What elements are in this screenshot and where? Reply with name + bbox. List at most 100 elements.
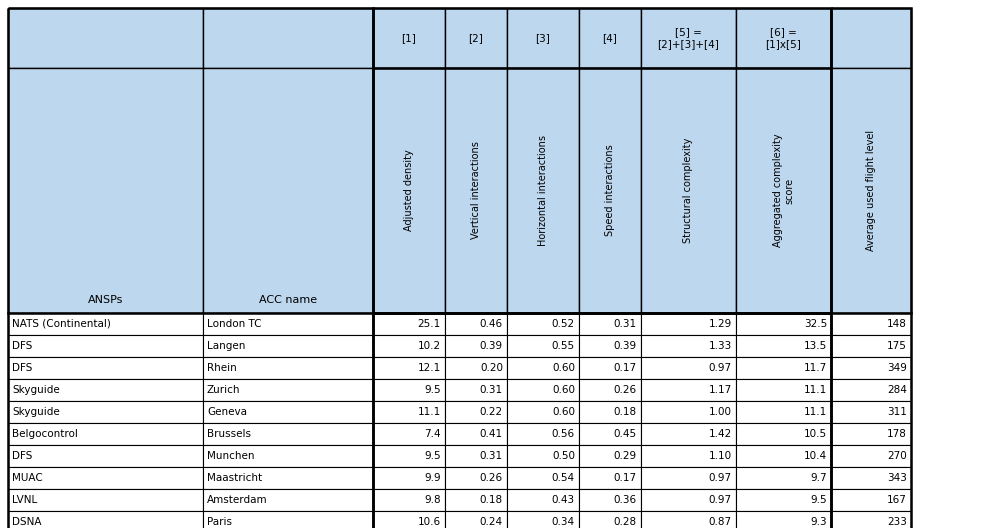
Text: Adjusted density: Adjusted density <box>404 149 414 231</box>
Bar <box>641 423 736 445</box>
Bar <box>203 313 373 335</box>
Text: 11.1: 11.1 <box>804 385 827 395</box>
Text: 1.17: 1.17 <box>709 385 732 395</box>
Bar <box>507 335 579 357</box>
Bar <box>8 313 203 335</box>
Text: 25.1: 25.1 <box>417 319 441 329</box>
Text: 0.29: 0.29 <box>614 451 637 461</box>
Text: 9.8: 9.8 <box>425 495 441 505</box>
Bar <box>831 357 911 379</box>
Bar <box>641 489 736 511</box>
Bar <box>445 423 507 445</box>
Text: 0.20: 0.20 <box>480 363 503 373</box>
Bar <box>507 467 579 489</box>
Text: 0.34: 0.34 <box>552 517 575 527</box>
Bar <box>8 68 203 313</box>
Text: 270: 270 <box>887 451 907 461</box>
Text: 0.60: 0.60 <box>552 363 575 373</box>
Bar <box>831 423 911 445</box>
Bar <box>641 511 736 528</box>
Bar <box>641 467 736 489</box>
Text: 0.39: 0.39 <box>614 341 637 351</box>
Bar <box>736 489 831 511</box>
Bar <box>736 401 831 423</box>
Bar <box>203 357 373 379</box>
Text: Amsterdam: Amsterdam <box>207 495 268 505</box>
Bar <box>641 8 736 68</box>
Bar <box>8 423 203 445</box>
Text: ACC name: ACC name <box>259 295 317 305</box>
Text: 0.28: 0.28 <box>614 517 637 527</box>
Bar <box>8 335 203 357</box>
Bar <box>507 68 579 313</box>
Text: 0.97: 0.97 <box>709 473 732 483</box>
Bar <box>203 335 373 357</box>
Text: 148: 148 <box>887 319 907 329</box>
Text: 10.2: 10.2 <box>417 341 441 351</box>
Bar <box>579 489 641 511</box>
Text: [2]: [2] <box>469 33 484 43</box>
Text: 175: 175 <box>887 341 907 351</box>
Bar <box>203 8 373 68</box>
Bar <box>203 445 373 467</box>
Bar <box>579 511 641 528</box>
Text: Vertical interactions: Vertical interactions <box>471 142 481 239</box>
Text: 7.4: 7.4 <box>425 429 441 439</box>
Bar <box>8 379 203 401</box>
Text: 0.97: 0.97 <box>709 495 732 505</box>
Text: 233: 233 <box>887 517 907 527</box>
Bar <box>507 511 579 528</box>
Text: 311: 311 <box>887 407 907 417</box>
Text: 0.26: 0.26 <box>480 473 503 483</box>
Text: [5] =
[2]+[3]+[4]: [5] = [2]+[3]+[4] <box>658 27 719 49</box>
Bar <box>373 8 831 313</box>
Text: Average used flight level: Average used flight level <box>866 130 876 251</box>
Text: 1.00: 1.00 <box>709 407 732 417</box>
Bar <box>507 489 579 511</box>
Bar <box>445 335 507 357</box>
Text: London TC: London TC <box>207 319 262 329</box>
Bar <box>736 379 831 401</box>
Text: 0.17: 0.17 <box>614 473 637 483</box>
Text: 0.87: 0.87 <box>709 517 732 527</box>
Bar <box>373 68 445 313</box>
Bar <box>507 313 579 335</box>
Bar <box>831 401 911 423</box>
Text: 13.5: 13.5 <box>804 341 827 351</box>
Bar <box>203 401 373 423</box>
Bar <box>445 68 507 313</box>
Text: 0.41: 0.41 <box>480 429 503 439</box>
Text: 12.1: 12.1 <box>417 363 441 373</box>
Text: 0.31: 0.31 <box>614 319 637 329</box>
Text: DFS: DFS <box>12 451 32 461</box>
Bar <box>203 489 373 511</box>
Bar <box>445 445 507 467</box>
Text: 284: 284 <box>887 385 907 395</box>
Text: Maastricht: Maastricht <box>207 473 263 483</box>
Text: 9.5: 9.5 <box>425 451 441 461</box>
Text: 10.4: 10.4 <box>804 451 827 461</box>
Bar <box>579 68 641 313</box>
Bar <box>507 357 579 379</box>
Text: NATS (Continental): NATS (Continental) <box>12 319 111 329</box>
Text: 0.18: 0.18 <box>480 495 503 505</box>
Bar <box>373 335 445 357</box>
Bar <box>203 467 373 489</box>
Text: 0.56: 0.56 <box>552 429 575 439</box>
Bar <box>831 313 911 335</box>
Bar <box>445 489 507 511</box>
Bar <box>579 445 641 467</box>
Text: Skyguide: Skyguide <box>12 385 59 395</box>
Bar <box>373 423 445 445</box>
Bar <box>579 313 641 335</box>
Bar <box>373 511 445 528</box>
Text: Langen: Langen <box>207 341 245 351</box>
Bar <box>8 489 203 511</box>
Text: 0.60: 0.60 <box>552 385 575 395</box>
Text: Rhein: Rhein <box>207 363 236 373</box>
Bar <box>641 401 736 423</box>
Bar <box>831 489 911 511</box>
Bar <box>373 379 445 401</box>
Bar <box>831 8 911 528</box>
Text: 9.3: 9.3 <box>811 517 827 527</box>
